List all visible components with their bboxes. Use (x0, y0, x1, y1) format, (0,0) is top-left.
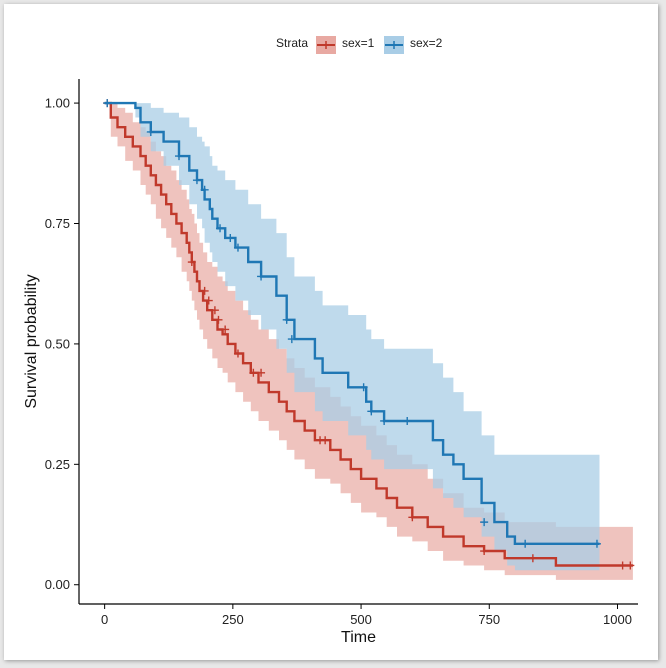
censor-mark-sex-1 (204, 296, 213, 305)
watermark: 知乎 @灵魂工具人 (486, 629, 627, 648)
censor-mark-sex-2 (103, 99, 112, 108)
legend: Strata sex=1 sex=2 (276, 36, 443, 54)
censor-mark-sex-1 (528, 554, 537, 563)
x-tick-label: 750 (478, 612, 500, 627)
censor-mark-sex-2 (521, 539, 530, 548)
censor-mark-sex-1 (187, 258, 196, 267)
censor-mark-sex-1 (200, 286, 209, 295)
censor-mark-sex-1 (480, 547, 489, 556)
legend-title: Strata (276, 36, 308, 50)
censor-mark-sex-2 (192, 176, 201, 185)
legend-label-sex-1: sex=1 (342, 36, 375, 50)
plot-area (103, 99, 635, 580)
x-axis-title: Time (341, 629, 376, 646)
censor-mark-sex-1 (221, 325, 230, 334)
figure-frame: Strata sex=1 sex=2 0 250 500 750 1000 0.00 0.2… (4, 4, 658, 660)
censor-mark-sex-1 (257, 368, 266, 377)
x-tick-label: 250 (222, 612, 244, 627)
survival-curve-sex-1 (104, 101, 633, 567)
censor-mark-sex-1 (321, 436, 330, 445)
censor-mark-sex-2 (226, 233, 235, 242)
censor-mark-sex-2 (216, 224, 225, 233)
y-tick-label: 0.00 (45, 577, 70, 592)
censor-mark-sex-2 (367, 407, 376, 416)
censor-mark-sex-1 (408, 513, 417, 522)
ci-band-sex-2 (104, 103, 600, 571)
censor-mark-sex-2 (200, 185, 209, 194)
x-tick-label: 1000 (603, 612, 632, 627)
censor-mark-sex-2 (380, 416, 389, 425)
y-tick-label: 1.00 (45, 96, 70, 111)
censor-mark-sex-1 (626, 561, 635, 570)
censor-mark-sex-2 (233, 243, 242, 252)
legend-label-sex-2: sex=2 (410, 36, 443, 50)
censor-mark-sex-1 (618, 561, 627, 570)
y-tick-label: 0.75 (45, 216, 70, 231)
censor-mark-sex-2 (480, 518, 489, 527)
censor-mark-sex-1 (210, 306, 219, 315)
censor-mark-sex-1 (233, 349, 242, 358)
censor-mark-sex-2 (592, 539, 601, 548)
censor-mark-sex-1 (249, 368, 258, 377)
censor-mark-sex-2 (287, 335, 296, 344)
censor-mark-sex-1 (214, 315, 223, 324)
censor-mark-sex-2 (175, 152, 184, 161)
censor-mark-sex-2 (257, 272, 266, 281)
y-tick-label: 0.25 (45, 457, 70, 472)
y-axis-title: Survival probability (23, 274, 40, 408)
axes: 0 250 500 750 1000 0.00 0.25 0.50 0.75 1.00 (45, 79, 638, 627)
x-tick-label: 0 (101, 612, 108, 627)
censor-mark-sex-2 (359, 383, 368, 392)
x-tick-label: 500 (350, 612, 372, 627)
survival-curve-sex-2 (104, 101, 600, 545)
censor-mark-sex-2 (282, 315, 291, 324)
censor-mark-sex-2 (146, 127, 155, 136)
y-tick-label: 0.50 (45, 336, 70, 351)
survival-chart: Strata sex=1 sex=2 0 250 500 750 1000 0.00 0.2… (23, 36, 638, 648)
censor-mark-sex-2 (403, 416, 412, 425)
